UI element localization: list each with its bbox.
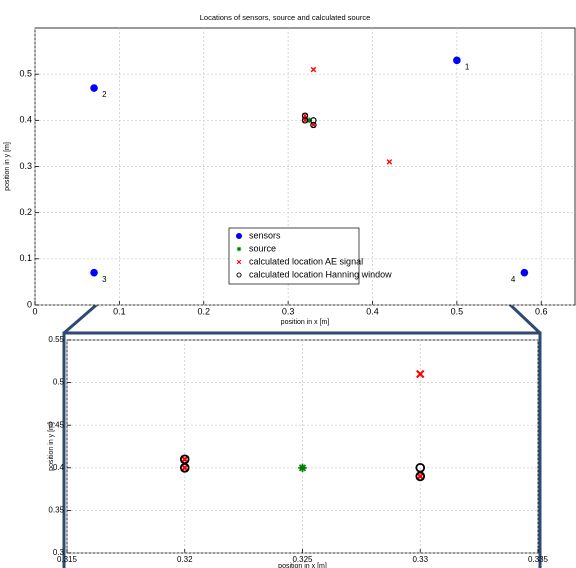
x-tick-label: 0	[32, 306, 37, 316]
y-tick-label: 0.55	[48, 335, 64, 344]
legend-label: sensors	[249, 230, 281, 240]
y-axis-label: position in y [m]	[48, 422, 55, 471]
x-tick-label: 0.32	[177, 555, 193, 564]
x-tick-label: 0.335	[528, 555, 549, 564]
y-axis-label: position in y [m]	[4, 142, 11, 191]
x-tick-label: 0.4	[366, 306, 379, 316]
y-tick-label: 0.45	[48, 420, 64, 429]
y-tick-label: 0.2	[19, 207, 32, 217]
point-label: 3	[102, 275, 107, 284]
x-tick-label: 0.325	[292, 555, 313, 564]
point	[416, 369, 425, 379]
y-tick-label: 0.5	[53, 378, 65, 387]
y-tick-label: 0.3	[53, 548, 65, 557]
legend-label: calculated location Hanning window	[249, 269, 392, 279]
x-tick-label: 0.6	[535, 306, 548, 316]
x-tick-label: 0.5	[451, 306, 464, 316]
point	[453, 56, 461, 65]
legend-label: source	[249, 243, 276, 253]
legend-label: calculated location AE signal	[249, 256, 363, 266]
point-label: 4	[511, 275, 516, 284]
y-tick-label: 0.4	[19, 115, 32, 125]
point	[520, 268, 529, 277]
point	[306, 117, 313, 124]
y-tick-label: 0.3	[19, 161, 32, 171]
x-axis-label: position in x [m]	[281, 319, 330, 326]
point-label: 2	[102, 90, 107, 99]
legend-marker	[236, 246, 242, 252]
x-tick-label: 0.1	[113, 306, 126, 316]
x-tick-label: 0.315	[57, 555, 78, 564]
y-tick-label: 0.35	[48, 506, 64, 515]
point	[90, 84, 98, 92]
x-tick-label: 0.2	[197, 306, 210, 316]
legend-marker	[235, 232, 243, 240]
x-tick-label: 0.33	[412, 555, 428, 564]
point	[310, 121, 317, 129]
point	[415, 471, 426, 482]
legend-marker	[236, 272, 242, 278]
point	[179, 462, 190, 473]
x-axis-label: position in x [m]	[278, 563, 327, 568]
legend-box	[228, 227, 360, 285]
point	[310, 66, 317, 73]
legend-marker	[236, 259, 242, 265]
y-tick-label: 0.5	[19, 69, 32, 79]
x-tick-label: 0.3	[282, 306, 295, 316]
y-tick-label: 0	[27, 299, 32, 309]
y-tick-label: 0.4	[53, 463, 65, 472]
y-tick-label: 0.1	[19, 253, 32, 263]
point	[386, 159, 393, 165]
point-label: 1	[465, 62, 470, 71]
point	[298, 463, 307, 472]
point	[90, 268, 98, 277]
point	[301, 117, 309, 124]
chart-title: Locations of sensors, source and calcula…	[200, 13, 371, 22]
